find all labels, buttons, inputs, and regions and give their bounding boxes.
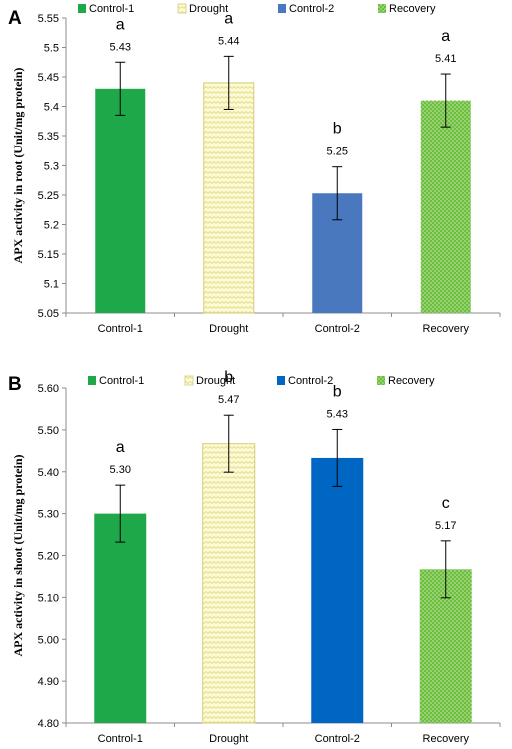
y-tick-label: 4.80 bbox=[38, 718, 59, 730]
legend-swatch bbox=[277, 376, 285, 385]
legend-entry: Drought bbox=[196, 375, 235, 387]
bar-control-2 bbox=[311, 457, 364, 723]
y-tick-label: 5.20 bbox=[38, 551, 59, 563]
y-tick-label: 5.05 bbox=[38, 308, 59, 320]
significance-letter: c bbox=[442, 495, 450, 512]
significance-letter: b bbox=[224, 369, 233, 386]
y-tick-label: 5.1 bbox=[44, 279, 59, 291]
y-tick-label: 5.15 bbox=[38, 249, 59, 261]
data-label: 5.30 bbox=[110, 464, 131, 476]
legend-entry: Recovery bbox=[388, 375, 435, 387]
y-axis-label: APX activity in root (Unit/mg protein) bbox=[11, 68, 25, 264]
legend-swatch bbox=[278, 4, 286, 13]
bar-drought bbox=[203, 82, 255, 314]
y-tick-label: 5.30 bbox=[38, 509, 59, 521]
x-tick-label: Control-2 bbox=[315, 733, 360, 745]
data-label: 5.44 bbox=[218, 35, 239, 47]
data-label: 5.17 bbox=[435, 520, 456, 532]
y-tick-label: 5.10 bbox=[38, 592, 59, 604]
y-tick-label: 5.25 bbox=[38, 190, 59, 202]
x-tick-label: Recovery bbox=[423, 733, 470, 745]
x-tick-label: Control-1 bbox=[98, 323, 143, 335]
y-tick-label: 5.3 bbox=[44, 161, 59, 173]
legend-entry: Control-1 bbox=[99, 375, 144, 387]
significance-letter: b bbox=[333, 383, 342, 400]
data-label: 5.47 bbox=[218, 394, 239, 406]
y-tick-label: 5.4 bbox=[44, 102, 59, 114]
y-axis-label: APX activity in shoot (Unit/mg protein) bbox=[11, 454, 25, 656]
bar-control-1 bbox=[94, 513, 147, 723]
legend-entry: Control-2 bbox=[288, 375, 333, 387]
y-tick-label: 5.60 bbox=[38, 383, 59, 395]
y-tick-label: 4.90 bbox=[38, 676, 59, 688]
y-tick-label: 5.50 bbox=[38, 425, 59, 437]
legend-entry: Control-2 bbox=[289, 3, 334, 15]
significance-letter: b bbox=[333, 121, 342, 138]
y-tick-label: 5.00 bbox=[38, 634, 59, 646]
y-tick-label: 5.45 bbox=[38, 72, 59, 84]
panel-b: B APX activity in shoot (Unit/mg protein)… bbox=[8, 369, 501, 745]
x-tick-label: Drought bbox=[209, 733, 248, 745]
significance-letter: a bbox=[441, 28, 450, 45]
panel-letter: A bbox=[8, 8, 22, 29]
bar-recovery bbox=[420, 100, 471, 313]
data-label: 5.41 bbox=[435, 53, 456, 65]
legend-swatch bbox=[88, 376, 96, 385]
legend-entry: Control-1 bbox=[89, 3, 134, 15]
data-label: 5.43 bbox=[110, 41, 131, 53]
y-tick-label: 5.40 bbox=[38, 467, 59, 479]
legend-swatch bbox=[78, 4, 86, 13]
significance-letter: a bbox=[116, 439, 125, 456]
significance-letter: a bbox=[116, 16, 125, 33]
x-tick-label: Drought bbox=[209, 323, 248, 335]
legend-swatch bbox=[378, 4, 386, 13]
data-label: 5.43 bbox=[327, 408, 348, 420]
y-tick-label: 5.2 bbox=[44, 220, 59, 232]
panel-letter: B bbox=[8, 374, 22, 395]
bar-control-1 bbox=[95, 88, 146, 313]
y-tick-label: 5.35 bbox=[38, 131, 59, 143]
panel-a: A APX activity in root (Unit/mg protein) 5… bbox=[8, 3, 501, 335]
significance-letter: a bbox=[224, 10, 233, 27]
legend-swatch bbox=[184, 375, 194, 386]
legend-swatch bbox=[177, 3, 187, 14]
legend-entry: Drought bbox=[189, 3, 228, 15]
x-tick-label: Control-2 bbox=[315, 323, 360, 335]
bar-drought bbox=[202, 443, 256, 724]
x-tick-label: Recovery bbox=[423, 323, 470, 335]
legend-entry: Recovery bbox=[389, 3, 436, 15]
legend-swatch bbox=[377, 376, 385, 385]
x-tick-label: Control-1 bbox=[98, 733, 143, 745]
y-tick-label: 5.5 bbox=[44, 43, 59, 55]
data-label: 5.25 bbox=[327, 146, 348, 158]
y-tick-label: 5.55 bbox=[38, 13, 59, 25]
